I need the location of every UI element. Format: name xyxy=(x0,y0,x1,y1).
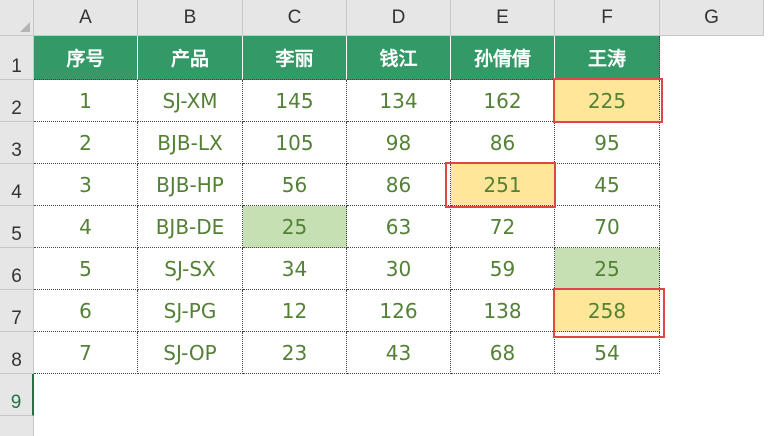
table-cell-max-highlight[interactable]: 251 xyxy=(451,164,555,206)
table-cell[interactable]: 30 xyxy=(347,248,451,290)
row-header-4[interactable]: 4 xyxy=(0,164,34,206)
table-cell[interactable]: 3 xyxy=(34,164,138,206)
header-cell-index[interactable]: 序号 xyxy=(34,36,138,80)
table-cell[interactable]: 45 xyxy=(555,164,660,206)
column-header-c[interactable]: C xyxy=(243,0,347,36)
table-cell[interactable]: 5 xyxy=(34,248,138,290)
table-cell-min-highlight[interactable]: 25 xyxy=(243,206,347,248)
table-cell[interactable]: 23 xyxy=(243,332,347,374)
table-cell[interactable]: 12 xyxy=(243,290,347,332)
header-cell-sun-qianqian[interactable]: 孙倩倩 xyxy=(451,36,555,80)
table-cell[interactable]: 2 xyxy=(34,122,138,164)
column-header-b[interactable]: B xyxy=(138,0,243,36)
table-cell[interactable]: 98 xyxy=(347,122,451,164)
table-cell-min-highlight[interactable]: 25 xyxy=(555,248,660,290)
table-cell[interactable]: SJ-OP xyxy=(138,332,243,374)
column-header-d[interactable]: D xyxy=(347,0,451,36)
row-header-8[interactable]: 8 xyxy=(0,332,34,374)
row-header-1[interactable]: 1 xyxy=(0,36,34,80)
table-cell[interactable]: 43 xyxy=(347,332,451,374)
table-cell-max-highlight[interactable]: 258 xyxy=(555,290,660,332)
column-header-a[interactable]: A xyxy=(34,0,138,36)
table-cell[interactable]: 63 xyxy=(347,206,451,248)
table-cell[interactable]: 134 xyxy=(347,80,451,122)
table-cell[interactable]: 6 xyxy=(34,290,138,332)
table-cell[interactable]: 1 xyxy=(34,80,138,122)
table-cell[interactable]: 70 xyxy=(555,206,660,248)
table-cell[interactable]: 68 xyxy=(451,332,555,374)
row-header-6[interactable]: 6 xyxy=(0,248,34,290)
header-cell-qian-jiang[interactable]: 钱江 xyxy=(347,36,451,80)
table-cell[interactable]: 126 xyxy=(347,290,451,332)
table-cell[interactable]: 86 xyxy=(451,122,555,164)
header-cell-li-li[interactable]: 李丽 xyxy=(243,36,347,80)
row-header-5[interactable]: 5 xyxy=(0,206,34,248)
table-cell[interactable]: BJB-LX xyxy=(138,122,243,164)
row-header-2[interactable]: 2 xyxy=(0,80,34,122)
table-cell[interactable]: 4 xyxy=(34,206,138,248)
table-cell[interactable]: SJ-PG xyxy=(138,290,243,332)
table-cell[interactable]: 72 xyxy=(451,206,555,248)
column-header-f[interactable]: F xyxy=(555,0,660,36)
select-all-triangle-icon xyxy=(20,22,30,32)
column-header-e[interactable]: E xyxy=(451,0,555,36)
header-cell-wang-tao[interactable]: 王涛 xyxy=(555,36,660,80)
table-cell-max-highlight[interactable]: 225 xyxy=(555,80,660,122)
table-cell[interactable]: 138 xyxy=(451,290,555,332)
row-header-10-partial xyxy=(0,416,34,436)
row-header-7[interactable]: 7 xyxy=(0,290,34,332)
column-header-g[interactable]: G xyxy=(660,0,764,36)
table-cell[interactable]: BJB-DE xyxy=(138,206,243,248)
table-cell[interactable]: 145 xyxy=(243,80,347,122)
table-cell[interactable]: 86 xyxy=(347,164,451,206)
table-cell[interactable]: 56 xyxy=(243,164,347,206)
row-header-3[interactable]: 3 xyxy=(0,122,34,164)
table-cell[interactable]: 162 xyxy=(451,80,555,122)
table-cell[interactable]: 7 xyxy=(34,332,138,374)
header-cell-product[interactable]: 产品 xyxy=(138,36,243,80)
table-cell[interactable]: 95 xyxy=(555,122,660,164)
table-cell[interactable]: SJ-XM xyxy=(138,80,243,122)
table-cell[interactable]: 54 xyxy=(555,332,660,374)
table-cell[interactable]: 34 xyxy=(243,248,347,290)
row-header-9[interactable]: 9 xyxy=(0,374,34,416)
table-cell[interactable]: 105 xyxy=(243,122,347,164)
table-cell[interactable]: BJB-HP xyxy=(138,164,243,206)
select-all-corner[interactable] xyxy=(0,0,34,36)
table-cell[interactable]: SJ-SX xyxy=(138,248,243,290)
table-cell[interactable]: 59 xyxy=(451,248,555,290)
